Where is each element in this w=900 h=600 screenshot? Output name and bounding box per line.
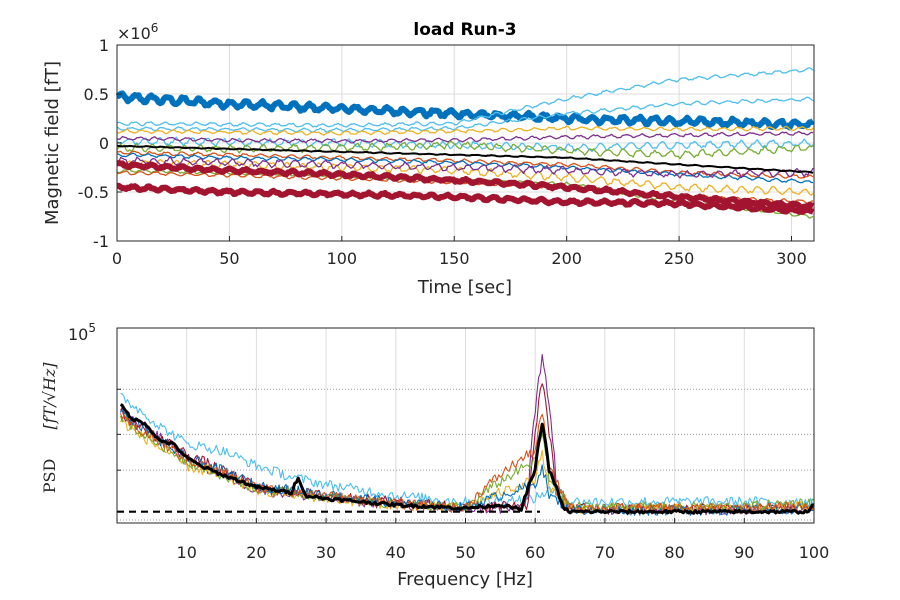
psd-y-tick-base: 10 bbox=[68, 325, 88, 344]
bottom-x-tick-label: 10 bbox=[177, 543, 197, 562]
top-x-tick-label: 250 bbox=[664, 249, 695, 268]
y-exponent-power: 6 bbox=[151, 21, 159, 35]
psd-units-label: [fT/√Hz] bbox=[40, 362, 59, 430]
bottom-x-tick-label: 30 bbox=[316, 543, 336, 562]
top-series-line bbox=[115, 160, 815, 211]
top-x-axis-label: Time [sec] bbox=[417, 277, 512, 298]
psd-y-tick-power: 5 bbox=[88, 321, 96, 335]
psd-series-line bbox=[119, 413, 815, 514]
top-series-line bbox=[115, 182, 815, 215]
top-series-line bbox=[116, 136, 814, 153]
bottom-series-group bbox=[119, 354, 815, 516]
psd-mean-line bbox=[119, 403, 815, 515]
top-series-line bbox=[116, 96, 814, 133]
top-ticks: 0 50 100 150 200 250 300 -1 -0.5 0 0.5 1 bbox=[78, 36, 807, 268]
bottom-x-axis-label: Frequency [Hz] bbox=[397, 569, 533, 590]
top-y-tick-label: -0.5 bbox=[78, 183, 109, 202]
psd-label: PSD bbox=[40, 459, 59, 494]
top-series-line bbox=[116, 130, 814, 144]
bottom-ticks: 10 20 30 40 50 60 70 80 90 100 bbox=[117, 327, 830, 562]
top-x-tick-label: 0 bbox=[112, 249, 122, 268]
top-x-tick-label: 200 bbox=[551, 249, 582, 268]
top-series-line bbox=[116, 67, 814, 128]
top-y-tick-label: -1 bbox=[93, 232, 109, 251]
bottom-y-axis-label: PSD [fT/√Hz] bbox=[40, 362, 59, 494]
top-y-tick-label: 0.5 bbox=[84, 85, 109, 104]
top-y-tick-label: 0 bbox=[99, 134, 109, 153]
top-series-line bbox=[116, 125, 814, 136]
bottom-x-tick-label: 90 bbox=[734, 543, 754, 562]
top-y-axis-label: Magnetic field [fT] bbox=[42, 61, 63, 225]
top-series-line bbox=[116, 150, 814, 179]
bottom-x-tick-label: 60 bbox=[525, 543, 545, 562]
top-series-line bbox=[115, 90, 815, 131]
time-series-plot: 0 50 100 150 200 250 300 -1 -0.5 0 0.5 1 load Run-3… bbox=[42, 20, 815, 298]
y-exponent-label: ×106 bbox=[117, 21, 158, 43]
psd-y-tick-1e5: 105 bbox=[68, 321, 96, 344]
top-x-tick-label: 100 bbox=[327, 249, 358, 268]
bottom-x-tick-label: 100 bbox=[799, 543, 830, 562]
top-series-line bbox=[116, 140, 814, 160]
top-series-group bbox=[115, 67, 815, 219]
bottom-x-tick-label: 50 bbox=[455, 543, 475, 562]
psd-series-line bbox=[120, 392, 815, 508]
top-x-tick-label: 300 bbox=[776, 249, 807, 268]
top-series-line bbox=[116, 144, 814, 174]
bottom-x-tick-label: 80 bbox=[664, 543, 684, 562]
chart-title: load Run-3 bbox=[413, 20, 516, 40]
bottom-x-tick-label: 40 bbox=[386, 543, 406, 562]
y-exponent-base: ×10 bbox=[117, 24, 151, 43]
top-x-tick-label: 150 bbox=[439, 249, 470, 268]
psd-plot: 10 20 30 40 50 60 70 80 90 100 105 Frequency [Hz]… bbox=[40, 321, 829, 590]
top-x-tick-label: 50 bbox=[219, 249, 239, 268]
top-series-line bbox=[116, 156, 814, 179]
top-y-tick-label: 1 bbox=[99, 36, 109, 55]
bottom-x-tick-label: 20 bbox=[246, 543, 266, 562]
bottom-x-tick-label: 70 bbox=[595, 543, 615, 562]
